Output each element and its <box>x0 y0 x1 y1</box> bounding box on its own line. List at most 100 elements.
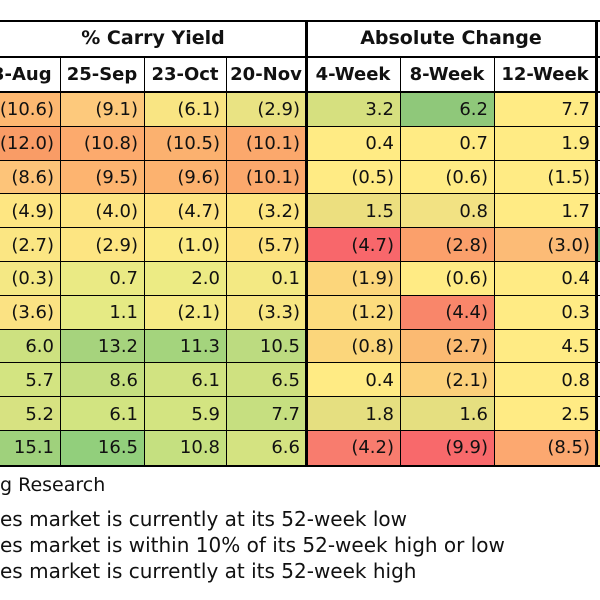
table-cell: (4.2) <box>306 431 400 465</box>
column-header: 25-Sep <box>66 63 138 85</box>
column-divider <box>400 57 401 465</box>
table-cell: (9.9) <box>400 431 494 465</box>
table-cell: (9.5) <box>60 160 144 195</box>
table-cell: 6.5 <box>226 363 306 398</box>
table-cell: (3.0) <box>494 228 596 262</box>
column-divider <box>226 57 227 465</box>
legend-note-within: es market is within 10% of its 52-week h… <box>0 533 505 557</box>
table-cell: 6.1 <box>60 397 144 431</box>
table-cell: 1.6 <box>400 397 494 431</box>
table-cell: (4.9) <box>0 194 60 229</box>
table-border-bottom <box>0 464 600 467</box>
table-cell: (3.3) <box>226 295 306 330</box>
row-divider <box>0 227 600 229</box>
table-cell: (2.1) <box>144 295 226 330</box>
table-cell: 2.0 <box>144 262 226 296</box>
table-cell: (2.7) <box>0 228 60 262</box>
table-cell: 0.4 <box>306 363 400 398</box>
clipped-column-cell <box>596 93 600 127</box>
column-header: 4-Week <box>315 63 391 85</box>
table-cell: 6.6 <box>226 431 306 465</box>
table-cell: 7.7 <box>494 93 596 127</box>
table-cell: 10.8 <box>144 431 226 465</box>
table-cell: (4.7) <box>144 194 226 229</box>
group-header-divider <box>0 56 600 58</box>
table-cell: (5.7) <box>226 228 306 262</box>
clipped-column-cell <box>596 228 600 262</box>
table-cell: 1.8 <box>306 397 400 431</box>
table-cell: 4.5 <box>494 329 596 364</box>
clipped-column-cell <box>596 126 600 161</box>
table-cell: (6.1) <box>144 93 226 127</box>
table-cell: 0.8 <box>494 363 596 398</box>
table-cell: (1.5) <box>494 160 596 195</box>
table-cell: (8.6) <box>0 160 60 195</box>
table-cell: (2.9) <box>226 93 306 127</box>
table-cell: (1.2) <box>306 295 400 330</box>
table-cell: 13.2 <box>60 329 144 364</box>
table-cell: (2.8) <box>400 228 494 262</box>
column-header: 3-Aug <box>0 63 52 85</box>
table-cell: 0.3 <box>494 295 596 330</box>
column-divider <box>144 57 145 465</box>
table-cell: 10.5 <box>226 329 306 364</box>
table-cell: 6.2 <box>400 93 494 127</box>
table-cell: 0.4 <box>306 126 400 161</box>
clipped-column-cell <box>596 363 600 398</box>
clipped-column-cell <box>596 194 600 229</box>
table-cell: (0.3) <box>0 262 60 296</box>
right-group-divider <box>595 20 598 465</box>
table-border-top <box>0 20 600 22</box>
legend-note-low: es market is currently at its 52-week lo… <box>0 507 408 531</box>
table-cell: (3.2) <box>226 194 306 229</box>
clipped-column-cell <box>596 397 600 431</box>
group-divider <box>305 20 308 465</box>
table-cell: (4.7) <box>306 228 400 262</box>
clipped-column-cell <box>596 160 600 195</box>
table-cell: 5.7 <box>0 363 60 398</box>
table-cell: 0.7 <box>400 126 494 161</box>
table-cell: (12.0) <box>0 126 60 161</box>
column-header: 12-Week <box>501 63 589 85</box>
table-cell: 2.5 <box>494 397 596 431</box>
table-cell: (3.6) <box>0 295 60 330</box>
table-cell: 8.6 <box>60 363 144 398</box>
table-cell: (10.1) <box>226 126 306 161</box>
table-cell: (10.6) <box>0 93 60 127</box>
table-cell: 0.1 <box>226 262 306 296</box>
clipped-column-cell <box>596 431 600 465</box>
table-cell: 1.9 <box>494 126 596 161</box>
row-divider <box>0 261 600 262</box>
table-cell: (8.5) <box>494 431 596 465</box>
table-cell: (2.9) <box>60 228 144 262</box>
table-cell: 1.7 <box>494 194 596 229</box>
column-header: 8-Week <box>409 63 485 85</box>
row-divider <box>0 430 600 431</box>
row-divider <box>0 328 600 330</box>
clipped-column-cell <box>596 295 600 330</box>
table-cell: (4.4) <box>400 295 494 330</box>
table-cell: 0.7 <box>60 262 144 296</box>
table-cell: 6.0 <box>0 329 60 364</box>
column-divider <box>60 57 61 465</box>
table-cell: 5.2 <box>0 397 60 431</box>
table-cell: 0.4 <box>494 262 596 296</box>
column-divider <box>494 57 495 465</box>
table-cell: (9.6) <box>144 160 226 195</box>
table-cell: 0.8 <box>400 194 494 229</box>
legend-note-high: es market is currently at its 52-week hi… <box>0 559 417 583</box>
group-header-absolute-change: Absolute Change <box>360 27 542 49</box>
clipped-column-cell <box>596 329 600 364</box>
table-cell: (1.9) <box>306 262 400 296</box>
column-header: 20-Nov <box>230 63 302 85</box>
table-cell: (9.1) <box>60 93 144 127</box>
table-cell: 7.7 <box>226 397 306 431</box>
table-cell: 15.1 <box>0 431 60 465</box>
row-divider <box>0 294 600 296</box>
table-cell: (1.0) <box>144 228 226 262</box>
table-cell: 6.1 <box>144 363 226 398</box>
row-divider <box>0 125 600 127</box>
row-divider <box>0 193 600 195</box>
table-cell: (4.0) <box>60 194 144 229</box>
table-cell: 1.1 <box>60 295 144 330</box>
